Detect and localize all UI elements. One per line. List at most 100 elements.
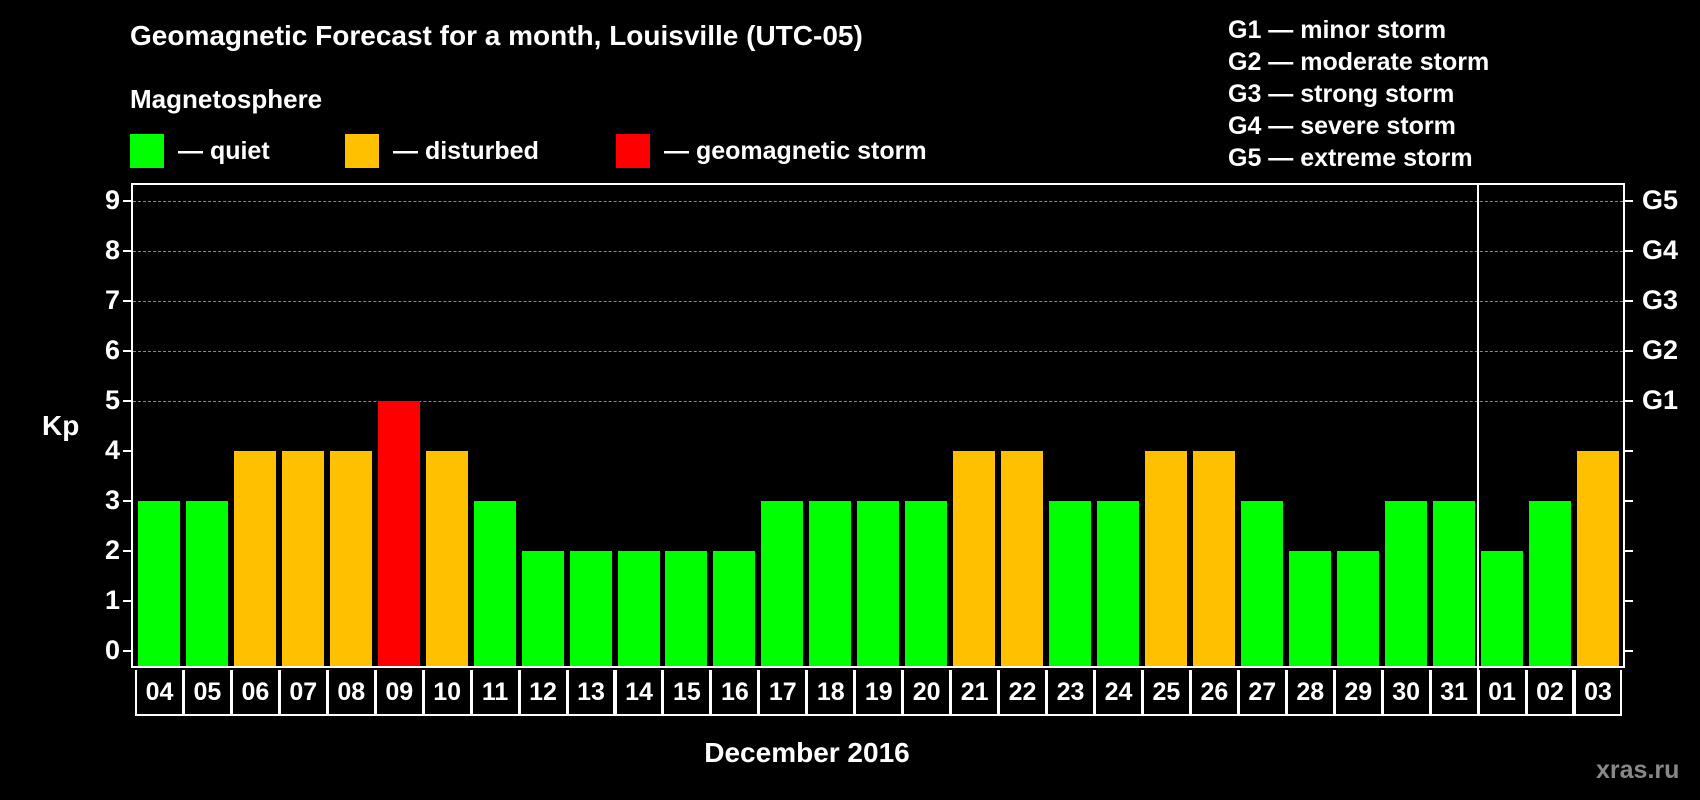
legend-label: — quiet bbox=[178, 136, 270, 165]
bar-27 bbox=[1240, 501, 1283, 666]
g-legend-item: G2 — moderate storm bbox=[1228, 48, 1490, 76]
y-tick-label: 0 bbox=[104, 635, 120, 665]
right-tick bbox=[1624, 200, 1633, 202]
bar-01 bbox=[1480, 551, 1523, 666]
date-label: 04 bbox=[135, 670, 184, 716]
g-level-label: G4 bbox=[1642, 235, 1679, 265]
watermark: xras.ru bbox=[1596, 756, 1680, 784]
bar-22 bbox=[1001, 451, 1044, 666]
y-tick-label: 4 bbox=[104, 435, 120, 465]
bar-25 bbox=[1144, 451, 1187, 666]
y-tick bbox=[123, 200, 132, 202]
y-tick bbox=[123, 450, 132, 452]
y-tick-label: 7 bbox=[104, 285, 120, 315]
y-tick bbox=[123, 300, 132, 302]
bar-14 bbox=[617, 551, 660, 666]
date-label: 28 bbox=[1285, 670, 1335, 716]
date-label: 10 bbox=[422, 670, 472, 716]
right-tick bbox=[1624, 650, 1633, 652]
date-label: 25 bbox=[1141, 670, 1191, 716]
date-label: 01 bbox=[1477, 670, 1527, 716]
date-label: 05 bbox=[182, 670, 232, 716]
bar-16 bbox=[713, 551, 756, 666]
g-legend-item: G5 — extreme storm bbox=[1228, 144, 1473, 172]
right-tick bbox=[1624, 450, 1633, 452]
right-tick bbox=[1624, 400, 1633, 402]
bar-04 bbox=[138, 501, 180, 666]
date-label: 26 bbox=[1189, 670, 1239, 716]
date-label: 27 bbox=[1237, 670, 1287, 716]
date-label: 02 bbox=[1525, 670, 1575, 716]
x-axis-label: December 2016 bbox=[704, 737, 910, 768]
date-label: 24 bbox=[1094, 670, 1143, 716]
g-level-label: G3 bbox=[1642, 285, 1679, 315]
legend-disturbed: — disturbed bbox=[345, 134, 539, 168]
date-label: 30 bbox=[1381, 670, 1431, 716]
y-tick bbox=[123, 500, 132, 502]
date-label: 13 bbox=[566, 670, 616, 716]
chart-title: Geomagnetic Forecast for a month, Louisv… bbox=[130, 20, 863, 51]
y-tick bbox=[123, 400, 132, 402]
legend-label: — disturbed bbox=[393, 136, 539, 165]
legend-swatch-quiet bbox=[130, 134, 164, 168]
gridline bbox=[133, 201, 1623, 202]
date-label: 03 bbox=[1573, 670, 1623, 716]
right-tick bbox=[1624, 600, 1633, 602]
g-legend-item: G3 — strong storm bbox=[1228, 80, 1455, 108]
y-tick-label: 6 bbox=[104, 335, 120, 365]
y-tick-label: 8 bbox=[104, 235, 120, 265]
date-label: 19 bbox=[854, 670, 904, 716]
y-tick bbox=[123, 600, 132, 602]
y-tick-label: 3 bbox=[104, 485, 120, 515]
y-tick-label: 2 bbox=[104, 535, 120, 565]
right-tick bbox=[1624, 250, 1633, 252]
legend-subtitle: Magnetosphere bbox=[130, 84, 323, 114]
gridline bbox=[133, 251, 1623, 252]
bar-09 bbox=[377, 401, 420, 666]
y-tick-label: 9 bbox=[104, 185, 120, 215]
date-label: 12 bbox=[518, 670, 568, 716]
bar-26 bbox=[1192, 451, 1235, 666]
g-level-label: G1 bbox=[1642, 385, 1679, 415]
bar-08 bbox=[329, 451, 372, 666]
g-level-label: G5 bbox=[1642, 185, 1679, 215]
bar-18 bbox=[809, 501, 852, 666]
bar-10 bbox=[425, 451, 468, 666]
date-label: 06 bbox=[230, 670, 280, 716]
right-tick bbox=[1624, 500, 1633, 502]
date-label: 16 bbox=[710, 670, 760, 716]
y-axis-label: Kp bbox=[42, 410, 80, 441]
bar-21 bbox=[953, 451, 996, 666]
date-label: 31 bbox=[1429, 670, 1479, 716]
bar-15 bbox=[665, 551, 708, 666]
right-tick bbox=[1624, 550, 1633, 552]
legend-storm: — geomagnetic storm bbox=[616, 134, 927, 168]
y-tick-label: 5 bbox=[104, 385, 120, 415]
y-tick bbox=[123, 250, 132, 252]
bar-28 bbox=[1288, 551, 1331, 666]
right-tick bbox=[1624, 300, 1633, 302]
month-separator bbox=[1477, 183, 1479, 670]
bar-02 bbox=[1528, 501, 1571, 666]
gridline bbox=[133, 351, 1623, 352]
date-label: 15 bbox=[662, 670, 712, 716]
gridline bbox=[133, 301, 1623, 302]
bar-20 bbox=[905, 501, 948, 666]
bar-13 bbox=[569, 551, 612, 666]
legend-label: — geomagnetic storm bbox=[664, 136, 927, 165]
bar-11 bbox=[473, 501, 516, 666]
g-level-label: G2 bbox=[1642, 335, 1679, 365]
bar-29 bbox=[1336, 551, 1379, 666]
y-tick bbox=[123, 350, 132, 352]
date-label: 07 bbox=[278, 670, 328, 716]
bar-19 bbox=[857, 501, 900, 666]
g-legend-item: G1 — minor storm bbox=[1228, 16, 1447, 44]
bar-07 bbox=[281, 451, 324, 666]
y-tick bbox=[123, 650, 132, 652]
bar-12 bbox=[521, 551, 564, 666]
g-scale-legend: G1 — minor storm G2 — moderate storm G3 … bbox=[1228, 14, 1489, 174]
g-legend-item: G4 — severe storm bbox=[1228, 112, 1456, 140]
date-label: 21 bbox=[950, 670, 1000, 716]
y-tick-label: 1 bbox=[104, 585, 120, 615]
date-label: 29 bbox=[1333, 670, 1383, 716]
